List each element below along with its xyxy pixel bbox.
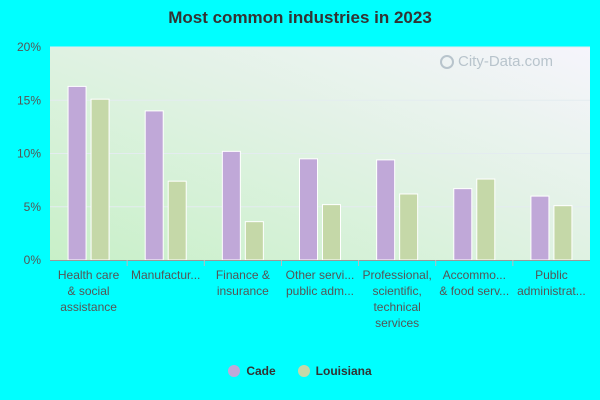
- bar-cade[interactable]: [376, 159, 396, 261]
- bar-cade[interactable]: [67, 85, 87, 261]
- bar-louisiana[interactable]: [244, 221, 264, 261]
- legend-label-louisiana: Louisiana: [315, 364, 372, 378]
- y-tick-label: 0%: [24, 253, 42, 267]
- legend: Cade Louisiana: [0, 364, 600, 378]
- y-tick-label: 10%: [17, 147, 41, 161]
- chart-title: Most common industries in 2023: [168, 8, 432, 27]
- legend-item-cade: Cade: [228, 364, 276, 378]
- x-category-label: Health care & social assistance: [58, 268, 120, 314]
- x-category-label: Accommo... & food serv...: [439, 268, 509, 298]
- x-category-label: Professional, scientific, technical service…: [362, 268, 431, 330]
- y-tick-label: 15%: [17, 93, 41, 107]
- magnifier-icon: [440, 54, 454, 69]
- x-category-label: Manufactur...: [131, 268, 200, 282]
- legend-swatch-louisiana: [297, 365, 310, 377]
- bar-cade[interactable]: [299, 158, 318, 261]
- bar-louisiana[interactable]: [399, 193, 419, 261]
- x-category-label: Public administrat...: [517, 268, 586, 298]
- y-tick-label: 20%: [17, 40, 41, 54]
- bar-louisiana[interactable]: [553, 205, 573, 261]
- bar-louisiana[interactable]: [476, 178, 496, 261]
- bar-cade[interactable]: [530, 195, 550, 261]
- bar-louisiana[interactable]: [90, 98, 110, 261]
- legend-item-louisiana: Louisiana: [297, 364, 372, 378]
- watermark: City-Data.com: [440, 53, 553, 70]
- legend-swatch-cade: [228, 365, 241, 377]
- bar-cade[interactable]: [144, 110, 164, 261]
- watermark-text: City-Data.com: [458, 53, 554, 70]
- bar-louisiana[interactable]: [167, 180, 187, 261]
- x-category-label: Other servi... public adm...: [286, 268, 355, 298]
- bar-cade[interactable]: [453, 188, 473, 261]
- legend-label-cade: Cade: [246, 364, 276, 378]
- y-tick-label: 5%: [24, 200, 42, 214]
- bar-cade[interactable]: [221, 150, 241, 261]
- bar-louisiana[interactable]: [322, 204, 341, 261]
- x-category-label: Finance & insurance: [216, 268, 270, 298]
